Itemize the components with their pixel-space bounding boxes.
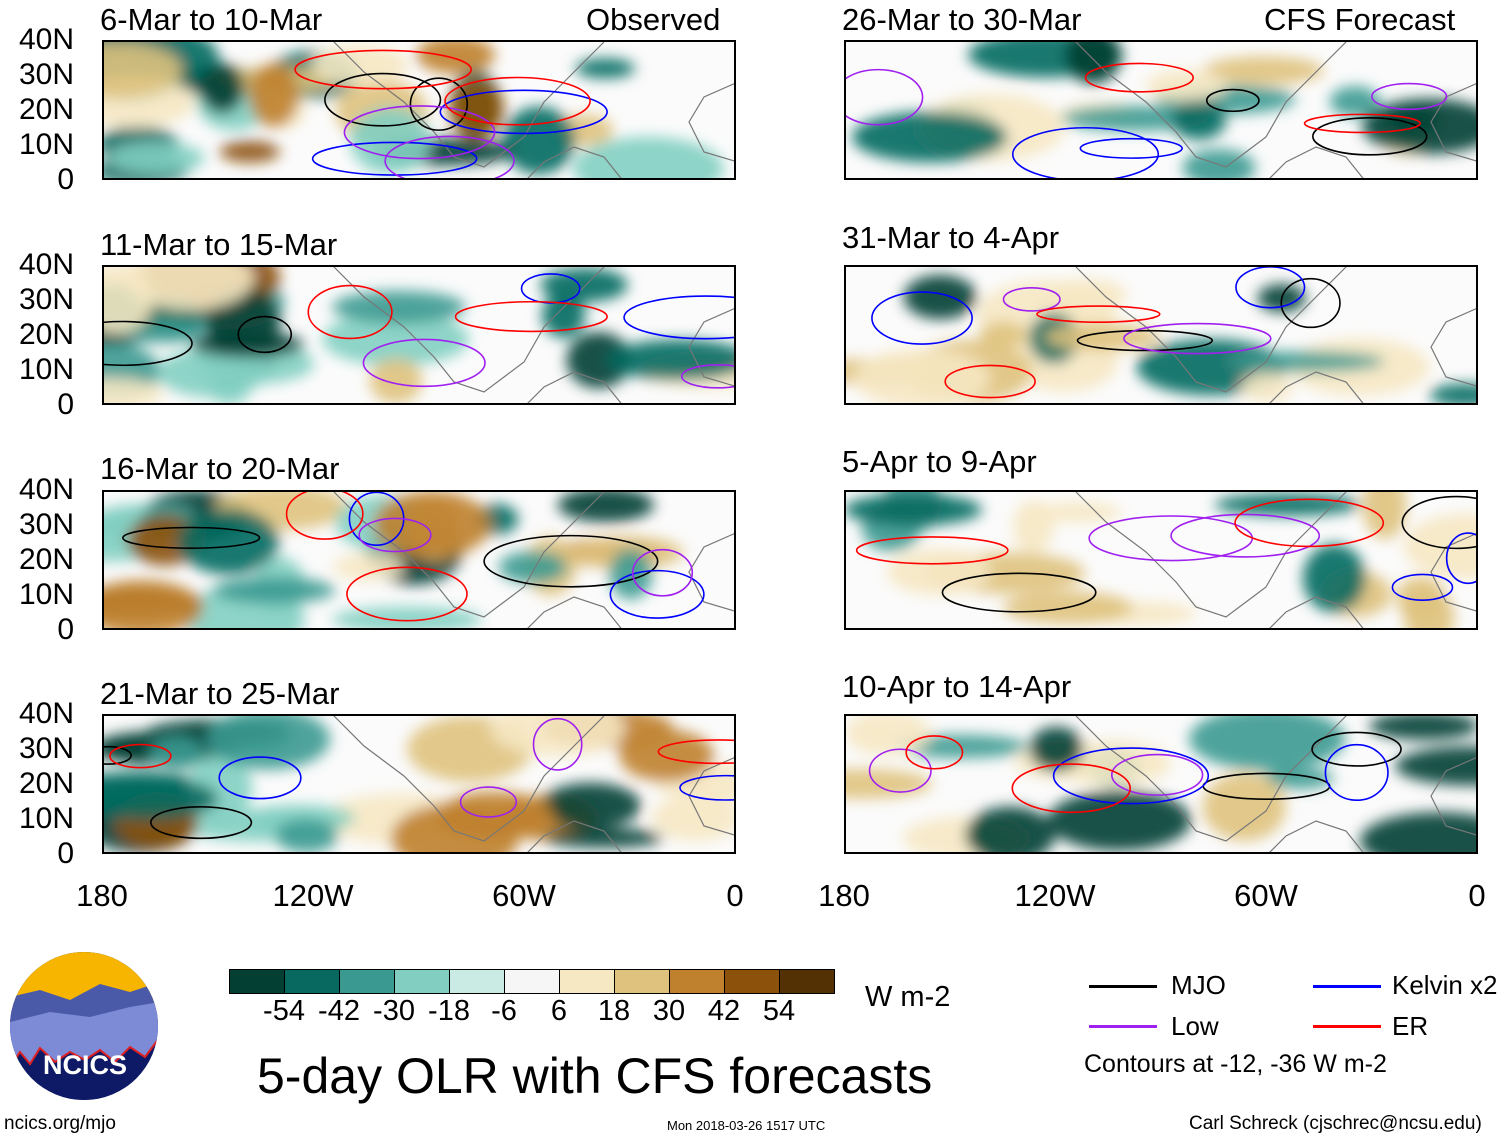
panel-title: 5-Apr to 9-Apr: [842, 444, 1037, 479]
footer-credit: Carl Schreck (cjschrec@ncsu.edu): [1189, 1113, 1482, 1134]
lat-label: 40N: [18, 23, 74, 56]
lon-label: 60W: [492, 878, 556, 913]
colorbar-swatch: [285, 970, 340, 993]
colorbar-swatch: [230, 970, 285, 993]
olr-map-panel: [102, 265, 736, 405]
figure-title: 5-day OLR with CFS forecasts: [257, 1048, 933, 1104]
lat-label: 30N: [18, 508, 74, 541]
lat-label: 10N: [18, 802, 74, 835]
lat-label: 0: [57, 163, 74, 196]
legend-swatch-low: [1089, 1025, 1157, 1028]
colorbar-swatch: [780, 970, 834, 993]
panel-title: 21-Mar to 25-Mar: [100, 676, 340, 711]
lat-label: 40N: [18, 473, 74, 506]
colorbar-swatch: [505, 970, 560, 993]
lat-label: 0: [57, 837, 74, 870]
colorbar-tick-label: 54: [762, 995, 796, 1027]
lat-label: 20N: [18, 543, 74, 576]
legend-swatch-mjo: [1089, 985, 1157, 988]
olr-map-panel: [844, 40, 1478, 180]
colorbar-tick-label: 30: [652, 995, 686, 1027]
olr-map-panel: [844, 490, 1478, 630]
lat-label: 30N: [18, 732, 74, 765]
lat-label: 10N: [18, 353, 74, 386]
lat-label: 40N: [18, 697, 74, 730]
footer-timestamp: Mon 2018-03-26 1517 UTC: [667, 1118, 826, 1133]
legend-swatch-er: [1313, 1025, 1381, 1028]
lon-label: 120W: [272, 878, 354, 913]
lat-label: 0: [57, 388, 74, 421]
colorbar-tick-label: -30: [373, 995, 415, 1027]
olr-map-panel: [844, 714, 1478, 854]
colorbar-swatch: [725, 970, 780, 993]
colorbar-tick-label: 18: [597, 995, 631, 1027]
lon-label: 60W: [1234, 878, 1298, 913]
legend-label: Kelvin x2: [1392, 970, 1498, 1000]
lat-label: 20N: [18, 93, 74, 126]
colorbar-swatch: [450, 970, 505, 993]
logo-text: NCICS: [43, 1050, 127, 1080]
contour-note: Contours at -12, -36 W m-2: [1084, 1050, 1387, 1078]
colorbar-tick-label: 42: [707, 995, 741, 1027]
colorbar: [229, 969, 835, 994]
colorbar-tick-label: -54: [263, 995, 305, 1027]
colorbar-swatch: [670, 970, 725, 993]
colorbar-swatch: [615, 970, 670, 993]
panel-title: 31-Mar to 4-Apr: [842, 220, 1060, 255]
colorbar-units: W m-2: [865, 981, 951, 1013]
olr-map-panel: [102, 714, 736, 854]
lon-label: 180: [76, 878, 128, 913]
panel-title: 26-Mar to 30-Mar: [842, 2, 1082, 37]
colorbar-tick-label: -18: [428, 995, 470, 1027]
legend-label: Low: [1171, 1011, 1219, 1041]
colorbar-tick-label: 6: [550, 995, 568, 1027]
colorbar-tick-label: -6: [491, 995, 517, 1027]
colorbar-swatch: [560, 970, 615, 993]
colorbar-tick-label: -42: [318, 995, 360, 1027]
panel-title: 6-Mar to 10-Mar: [100, 2, 323, 37]
olr-map-panel: [102, 490, 736, 630]
colorbar-swatch: [395, 970, 450, 993]
lat-label: 10N: [18, 128, 74, 161]
lat-label: 20N: [18, 318, 74, 351]
lat-label: 0: [57, 613, 74, 646]
olr-map-panel: [102, 40, 736, 180]
lat-label: 30N: [18, 283, 74, 316]
cfs-forecast-label: CFS Forecast: [1264, 2, 1456, 37]
lat-label: 10N: [18, 578, 74, 611]
legend-swatch-kelvin: [1313, 985, 1381, 988]
footer-url[interactable]: ncics.org/mjo: [4, 1113, 116, 1134]
lon-label: 0: [726, 878, 744, 913]
legend-label: ER: [1392, 1011, 1429, 1041]
ncics-logo: NCICS: [10, 952, 158, 1100]
panel-title: 16-Mar to 20-Mar: [100, 451, 340, 486]
observed-label: Observed: [586, 2, 721, 37]
lat-label: 20N: [18, 767, 74, 800]
colorbar-swatch: [340, 970, 395, 993]
legend-label: MJO: [1171, 970, 1226, 1000]
lon-label: 180: [818, 878, 870, 913]
lat-label: 40N: [18, 248, 74, 281]
lat-label: 30N: [18, 58, 74, 91]
lon-label: 120W: [1014, 878, 1096, 913]
olr-map-panel: [844, 265, 1478, 405]
panel-title: 11-Mar to 15-Mar: [100, 227, 338, 262]
lon-label: 0: [1468, 878, 1486, 913]
panel-title: 10-Apr to 14-Apr: [842, 669, 1072, 704]
